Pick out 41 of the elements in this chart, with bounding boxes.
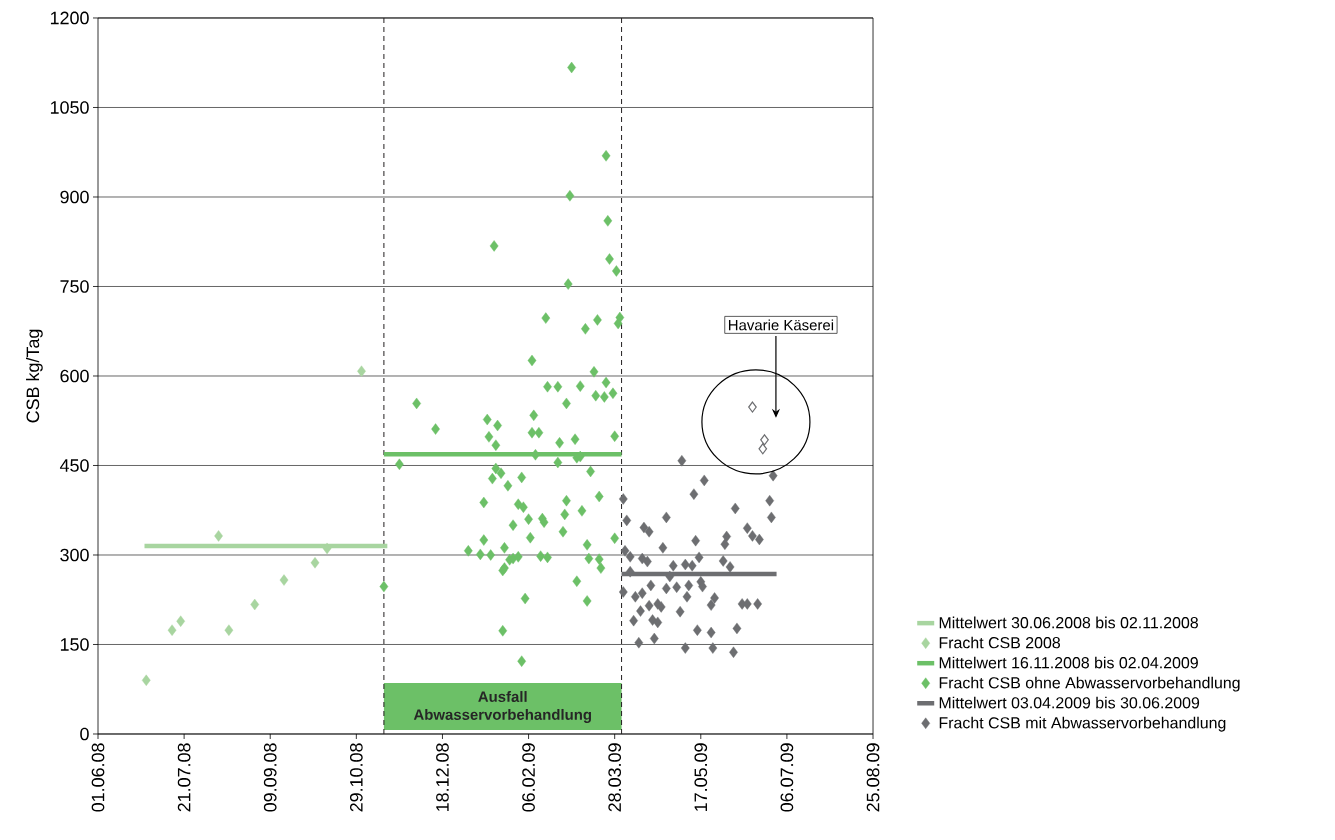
point <box>748 401 757 413</box>
point <box>279 574 289 586</box>
legend-label: Mittelwert 30.06.2008 bis 02.11.2008 <box>939 616 1198 629</box>
x-tick-label: 29.10.08 <box>349 743 363 812</box>
x-tick-label: 17.05.09 <box>694 743 708 811</box>
y-tick-label: 750 <box>60 280 89 293</box>
x-tick-label: 28.03.09 <box>608 743 622 812</box>
legend-label: Mittelwert 03.04.2009 bis 30.06.2009 <box>939 696 1200 709</box>
legend-label: Fracht CSB mit Abwasservorbehandlung <box>939 716 1226 732</box>
y-tick-label: 0 <box>80 727 89 741</box>
y-tick-label: 1050 <box>50 101 89 114</box>
point <box>357 365 366 377</box>
annotation: Havarie Käserei <box>728 319 834 331</box>
y-tick-label: 900 <box>60 190 89 204</box>
x-tick-label: 06.07.09 <box>780 743 794 812</box>
y-tick-label: 300 <box>60 548 89 562</box>
point <box>214 530 223 542</box>
legend-label: Fracht CSB ohne Abwasservorbehandlung <box>939 676 1240 692</box>
y-tick-label: 1200 <box>50 11 89 25</box>
legend-label: Fracht CSB 2008 <box>939 636 1061 649</box>
y-tick-label: 450 <box>59 459 89 472</box>
point <box>176 615 185 627</box>
x-tick-label: 06.02.09 <box>522 743 535 812</box>
y-axis-title: CSB kg/Tag <box>26 329 43 423</box>
x-tick-label: 21.07.08 <box>177 743 191 812</box>
x-tick-label: 01.06.08 <box>91 743 105 812</box>
point <box>224 624 234 636</box>
x-tick-label: 25.08.09 <box>866 743 880 812</box>
y-tick-label: 600 <box>60 369 89 383</box>
point <box>322 542 332 555</box>
point <box>167 624 177 636</box>
point <box>141 674 151 686</box>
x-tick-label: 09.09.08 <box>263 743 277 812</box>
y-tick-label: 150 <box>60 638 89 651</box>
point <box>310 557 320 569</box>
x-tick-label: 18.12.08 <box>436 743 449 811</box>
band-label: Ausfall Abwasservorbehandlung <box>413 691 591 723</box>
point <box>760 434 769 446</box>
point <box>250 598 260 611</box>
point <box>758 443 768 455</box>
legend-label: Mittelwert 16.11.2008 bis 02.04.2009 <box>939 656 1198 669</box>
